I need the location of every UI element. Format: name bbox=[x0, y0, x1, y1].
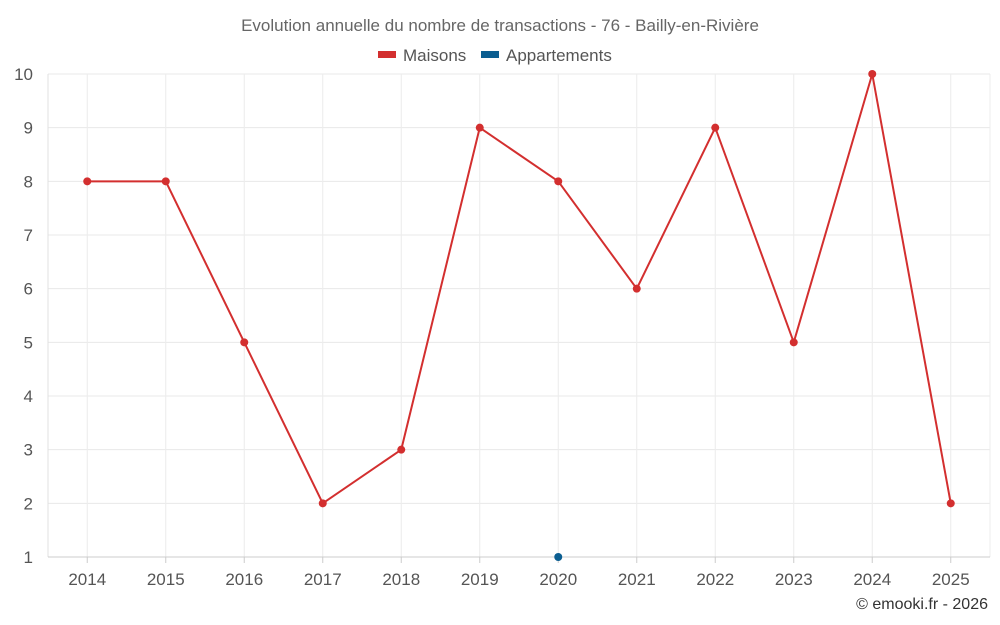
data-point-maisons bbox=[397, 445, 406, 454]
x-tick-label: 2016 bbox=[225, 570, 263, 589]
x-tick-label: 2025 bbox=[932, 570, 970, 589]
y-tick-label: 9 bbox=[24, 119, 33, 138]
x-tick-label: 2014 bbox=[68, 570, 106, 589]
data-point-maisons bbox=[868, 70, 877, 78]
data-point-maisons bbox=[240, 338, 249, 347]
x-tick-label: 2019 bbox=[461, 570, 499, 589]
y-tick-label: 6 bbox=[24, 280, 33, 299]
legend-label-maisons: Maisons bbox=[403, 46, 466, 65]
data-point-maisons bbox=[161, 177, 170, 186]
data-point-maisons bbox=[83, 177, 92, 186]
x-tick-label: 2024 bbox=[853, 570, 891, 589]
x-tick-label: 2020 bbox=[539, 570, 577, 589]
credit-text: © emooki.fr - 2026 bbox=[856, 596, 988, 613]
y-tick-label: 5 bbox=[24, 333, 33, 352]
x-tick-label: 2021 bbox=[618, 570, 656, 589]
legend: Maisons Appartements bbox=[378, 46, 612, 65]
series-layer bbox=[83, 70, 955, 561]
grid bbox=[47, 73, 991, 557]
x-tick-label: 2018 bbox=[382, 570, 420, 589]
data-point-maisons bbox=[554, 177, 563, 186]
legend-swatch-maisons bbox=[378, 51, 396, 58]
x-tick-label: 2023 bbox=[775, 570, 813, 589]
x-tick-label: 2015 bbox=[147, 570, 185, 589]
data-point-maisons bbox=[946, 499, 955, 508]
data-point-maisons bbox=[318, 499, 327, 508]
data-point-maisons bbox=[475, 123, 484, 132]
chart-title: Evolution annuelle du nombre de transact… bbox=[241, 16, 759, 35]
series-line-maisons bbox=[87, 73, 952, 505]
data-point-appartements bbox=[554, 553, 563, 561]
legend-item-appartements[interactable]: Appartements bbox=[481, 46, 612, 65]
legend-item-maisons[interactable]: Maisons bbox=[378, 46, 466, 65]
data-point-maisons bbox=[711, 123, 720, 132]
data-point-maisons bbox=[789, 338, 798, 347]
y-tick-label: 1 bbox=[24, 548, 33, 567]
x-tick-label: 2017 bbox=[304, 570, 342, 589]
x-axis-ticks: 2014 2015 2016 2017 2018 2019 2020 2021 2022 2023… bbox=[68, 557, 970, 589]
y-tick-label: 3 bbox=[24, 441, 33, 460]
y-tick-label: 10 bbox=[14, 65, 33, 84]
legend-swatch-appartements bbox=[481, 51, 499, 58]
y-tick-label: 2 bbox=[24, 494, 33, 513]
y-tick-label: 4 bbox=[24, 387, 33, 406]
x-tick-label: 2022 bbox=[696, 570, 734, 589]
data-point-maisons bbox=[632, 284, 641, 293]
legend-label-appartements: Appartements bbox=[506, 46, 612, 65]
y-axis-ticks: 1 2 3 4 5 6 7 8 9 10 bbox=[14, 65, 33, 567]
y-tick-label: 7 bbox=[24, 226, 33, 245]
y-tick-label: 8 bbox=[24, 172, 33, 191]
